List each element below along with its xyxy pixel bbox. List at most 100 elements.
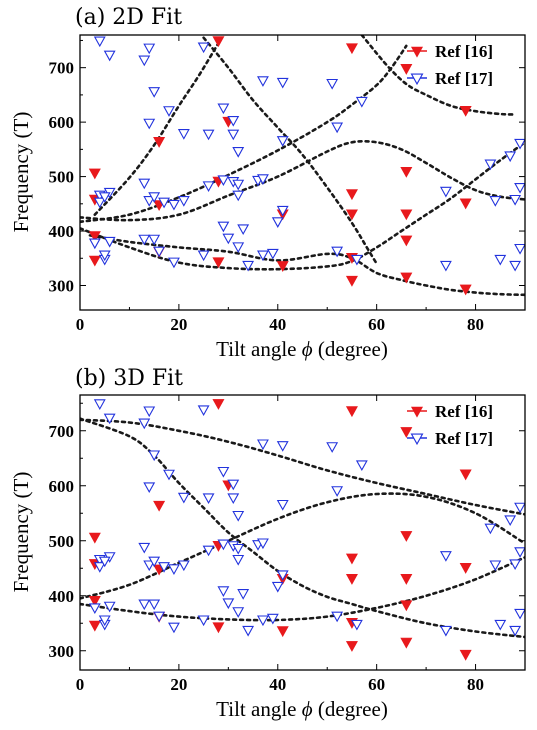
panel-b-ref17-point (222, 598, 235, 610)
panel-b-x-axis-label: Tilt angle ϕ (degree) (216, 697, 388, 721)
panel-b-ref17-point (276, 499, 289, 511)
panel-a-ref16-point (400, 166, 413, 178)
panel-a-ref17-point (217, 103, 230, 115)
panel-a-fit-curve-2 (93, 41, 220, 216)
panel-a: (a) 2D Fit 0 20 40 60 80 300 400 500 600 700 Freq… (9, 5, 526, 361)
panel-b-ref17-point (217, 586, 230, 597)
panel-b-x-axis-label-unit: (degree) (313, 697, 388, 721)
panel-b-ref17-point (232, 543, 245, 555)
panel-b-ref17-point (509, 559, 522, 571)
panel-b-legend-label-2: Ref [17] (435, 429, 493, 448)
panel-b-ref17-point (242, 625, 255, 637)
panel-b-y-tick-label: 300 (49, 642, 75, 661)
panel-b-ref16-point (459, 649, 472, 661)
panel-a-ref16-point (153, 137, 166, 148)
panel-a-ref17-point (504, 151, 517, 163)
panel-a-ref17-point (242, 260, 255, 272)
panel-b-markers (88, 399, 525, 661)
panel-a-frame (79, 34, 526, 311)
panel-a-title: (a) 2D Fit (75, 5, 182, 30)
panel-a-ref16-point (345, 43, 358, 55)
panel-b-ref16-point (345, 406, 358, 418)
panel-a-y-tick-label: 600 (49, 113, 75, 132)
panel-a-x-axis-label: Tilt angle ϕ (degree) (216, 337, 388, 361)
panel-a-ref17-point (232, 179, 245, 191)
panel-a-ref17-point (514, 243, 525, 255)
panel-b-ref17-point (504, 515, 517, 527)
panel-a-ref17-point (276, 77, 289, 89)
panel-a-ref17-point (257, 76, 269, 87)
panel-a-x-axis-label-text: Tilt angle (216, 337, 302, 361)
panel-a-ref17-point (439, 186, 452, 198)
panel-a-ref17-point (138, 234, 151, 246)
panel-a-ref16-point (345, 189, 358, 201)
panel-a-ref17-point (276, 205, 289, 217)
panel-a-y-tick-label: 300 (49, 276, 75, 295)
panel-a-ref16-point (345, 209, 358, 221)
panel-b-legend-marker-1 (410, 406, 424, 418)
panel-b-ref16-point (400, 531, 413, 542)
panel-b-ref16-point (153, 500, 166, 512)
panel-b-fit-curve-3 (80, 492, 525, 600)
panel-a-ref17-point (202, 181, 215, 193)
panel-b-frame (79, 394, 526, 671)
panel-b-ref17-point (148, 556, 161, 568)
panel-b-legend: Ref [16] Ref [17] (407, 402, 493, 448)
panel-b-ref17-point (138, 542, 151, 554)
panel-a-ref17-point (143, 43, 156, 55)
panel-b-ref17-point (331, 611, 344, 623)
panel-a-y-axis-label: Frequency (T) (9, 112, 33, 233)
panel-b-ref17-point (168, 564, 180, 575)
panel-a-ref17-point (266, 248, 279, 260)
panel-a-ref17-point (237, 224, 250, 236)
panel-b-ref17-point (217, 539, 230, 551)
panel-a-ref17-point (202, 129, 215, 141)
panel-a-legend: Ref [16] Ref [17] (407, 42, 493, 88)
panel-b-ref16-point (400, 573, 413, 585)
panel-a-ref17-point (276, 136, 289, 147)
panel-a-ref17-point (158, 197, 170, 209)
panel-a-ref17-point (103, 50, 116, 62)
panel-a-ref16-point (400, 209, 413, 221)
panel-a-ref16-point (400, 272, 413, 284)
panel-b-ref16-point (345, 553, 358, 565)
panel-a-ref17-point (197, 250, 210, 262)
panel-b-ref16-point (212, 399, 225, 410)
panel-a-ref16-point (212, 257, 225, 269)
panel-a-ref17-point (509, 194, 522, 206)
panel-b-x-tick-label: 60 (368, 675, 385, 694)
panel-b-fit-curve-4 (80, 556, 525, 622)
panel-b-x-axis-label-symbol: ϕ (302, 697, 313, 721)
panel-a-ref17-point (177, 196, 190, 207)
panel-b-ref16-point (459, 469, 472, 481)
panel-a-ref17-point (439, 260, 452, 272)
panel-a-ref17-point (484, 159, 497, 171)
panel-a-ref17-point (514, 182, 525, 194)
panel-b-y-tick-label: 400 (49, 587, 75, 606)
panel-b-ref16-point (345, 573, 358, 585)
panel-b-ref17-point (355, 460, 368, 472)
panel-b-y-tick-label: 500 (49, 532, 75, 551)
panel-a-ref17-point (138, 178, 151, 190)
panel-b-x-tick-label: 0 (76, 675, 85, 694)
panel-a-legend-marker-1 (410, 46, 424, 58)
panel-b-y-tick-label: 600 (49, 477, 75, 496)
panel-b-x-tick-label: 80 (467, 675, 484, 694)
panel-a-ref16-point (212, 36, 225, 48)
panel-a-ref17-point (98, 250, 111, 262)
panel-a-ref16-point (400, 64, 413, 75)
panel-a-ref16-point (459, 284, 472, 296)
panel-a-ref17-point (331, 122, 344, 134)
panel-a-ref17-point (271, 217, 284, 228)
panel-b-ref17-point (237, 589, 250, 600)
panel-a-ref17-point (217, 221, 230, 233)
panel-b-ref17-point (93, 399, 106, 410)
panel-b-ref17-point (514, 608, 525, 620)
panel-b-ref17-point (439, 551, 452, 562)
panel-a-ref17-point (326, 78, 339, 90)
panel-b-ref17-point (227, 493, 240, 505)
panel-b-ref17-point (232, 554, 245, 566)
panel-a-fit-curve-6 (202, 36, 378, 265)
panel-b-ref17-point (257, 538, 269, 550)
panel-a-ref17-point (177, 129, 190, 140)
